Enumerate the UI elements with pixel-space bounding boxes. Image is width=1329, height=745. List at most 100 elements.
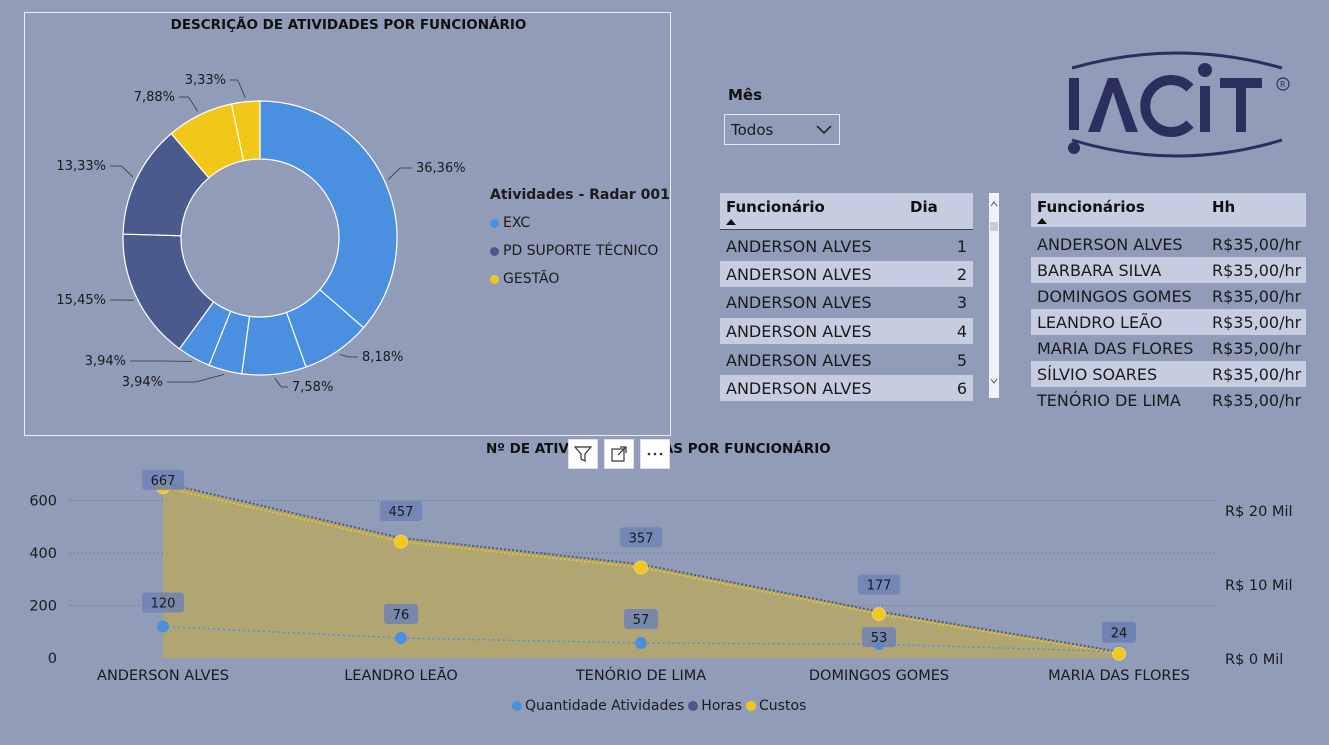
table-row[interactable]: ANDERSON ALVES R$35,00/hr: [1031, 231, 1306, 257]
cell-day: 5: [956, 350, 967, 370]
donut-chart-panel[interactable]: DESCRIÇÃO DE ATIVIDADES POR FUNCIONÁRIO …: [24, 12, 671, 436]
scrollbar-arrows: [990, 201, 998, 384]
custos-point[interactable]: [1112, 646, 1126, 661]
table-row[interactable]: ANDERSON ALVES 3: [720, 289, 973, 315]
table-row[interactable]: ANDERSON ALVES 2: [720, 261, 973, 287]
table-funcionarios-hh[interactable]: Funcionários Hh ANDERSON ALVES R$35,00/h…: [1031, 193, 1306, 413]
x-tick-label: MARIA DAS FLORES: [1048, 668, 1190, 684]
line-chart-title: Nº DE ATIV AS POR FUNCIONÁRIO: [486, 441, 831, 457]
x-tick-label: LEANDRO LEÃO: [344, 667, 458, 684]
y2-tick-label: R$ 20 Mil: [1225, 504, 1293, 520]
legend-dot-quantidade: [512, 701, 522, 711]
table-scrollbar[interactable]: [989, 193, 999, 398]
month-dropdown[interactable]: Todos: [724, 114, 840, 145]
horas-data-label: 357: [629, 531, 654, 546]
legend-dot-gestao: [490, 274, 499, 284]
focus-mode-button[interactable]: [604, 439, 634, 469]
legend-label: Custos: [759, 698, 807, 714]
cell-name: ANDERSON ALVES: [726, 350, 872, 370]
legend-label: Quantidade Atividades: [525, 698, 685, 714]
cell-rate: R$35,00/hr: [1212, 312, 1302, 332]
horas-data-label-bg: [142, 469, 184, 490]
column-header-dia[interactable]: Dia: [910, 198, 938, 216]
legend-dot-pd: [490, 246, 499, 256]
legend-item-quantidade[interactable]: Quantidade Atividades: [512, 698, 684, 714]
legend-item-gestao[interactable]: GESTÃO: [490, 265, 670, 293]
cell-rate: R$35,00/hr: [1212, 338, 1302, 358]
cell-rate: R$35,00/hr: [1212, 234, 1302, 254]
donut-chart: 36,36% 8,18% 7,58% 3,94% 3,94% 15,45% 13,33% 7,…: [56, 73, 465, 395]
y-tick-label: 0: [48, 651, 57, 667]
legend-item-pd-suporte[interactable]: PD SUPORTE TÉCNICO: [490, 237, 670, 265]
horas-data-label-bg: [380, 501, 422, 522]
leader-line: [230, 79, 246, 98]
line-chart-title-start: Nº DE ATIV: [486, 441, 569, 457]
leader-line: [110, 165, 134, 178]
expand-icon: [611, 446, 627, 462]
table-row[interactable]: ANDERSON ALVES 1: [720, 233, 973, 259]
filter-button[interactable]: [568, 439, 598, 469]
quantidade-data-label-bg: [142, 592, 184, 613]
slice-data-label: 7,58%: [292, 380, 333, 395]
quantidade-data-label-bg: [384, 604, 418, 625]
horas-data-label: 667: [151, 474, 176, 489]
cell-name: SÍLVIO SOARES: [1037, 364, 1158, 384]
quantidade-data-label: 53: [871, 631, 888, 646]
cell-rate: R$35,00/hr: [1212, 260, 1302, 280]
cell-rate: R$35,00/hr: [1212, 390, 1302, 410]
cell-day: 2: [956, 264, 967, 284]
column-header-funcionario[interactable]: Funcionário: [726, 198, 825, 216]
month-dropdown-value: Todos: [731, 121, 774, 139]
slice-data-label: 3,94%: [85, 354, 126, 369]
y-tick-label: 200: [29, 599, 57, 615]
legend-item-horas[interactable]: Horas: [688, 698, 742, 714]
cell-name: MARIA DAS FLORES: [1037, 338, 1194, 358]
legend-dot-exc: [490, 218, 499, 228]
donut-slice[interactable]: [230, 100, 261, 162]
custos-point[interactable]: [634, 560, 648, 575]
legend-label: Horas: [701, 698, 743, 714]
line-chart-legend: Quantidade Atividades Horas Custos: [512, 698, 810, 714]
table-row[interactable]: ANDERSON ALVES 5: [720, 347, 973, 373]
column-header-hh[interactable]: Hh: [1212, 198, 1236, 216]
custos-point[interactable]: [394, 534, 408, 549]
legend-item-exc[interactable]: EXC: [490, 209, 670, 237]
more-options-button[interactable]: [640, 439, 670, 469]
y2-tick-label: R$ 0 Mil: [1225, 652, 1283, 668]
quantidade-data-label: 57: [633, 613, 650, 628]
quantidade-point[interactable]: [395, 632, 407, 645]
y-tick-label: 600: [29, 494, 57, 510]
table-row[interactable]: TENÓRIO DE LIMA R$35,00/hr: [1031, 387, 1306, 413]
month-slicer-label: Mês: [728, 86, 763, 104]
table-funcionario-dia[interactable]: Funcionário Dia ANDERSON ALVES 1 ANDERSO…: [720, 193, 973, 403]
table-header: Funcionário Dia: [720, 193, 973, 230]
cell-day: 1: [956, 236, 967, 256]
x-tick-label: ANDERSON ALVES: [97, 668, 229, 684]
chevron-down-icon: [816, 125, 832, 135]
legend-item-custos[interactable]: Custos: [746, 698, 806, 714]
horas-data-label: 457: [389, 505, 414, 520]
legend-dot-custos: [746, 701, 757, 711]
table-row[interactable]: DOMINGOS GOMES R$35,00/hr: [1031, 283, 1306, 309]
quantidade-point[interactable]: [635, 637, 647, 650]
table-row[interactable]: SÍLVIO SOARES R$35,00/hr: [1031, 361, 1306, 387]
quantidade-point[interactable]: [157, 620, 169, 633]
table-row[interactable]: MARIA DAS FLORES R$35,00/hr: [1031, 335, 1306, 361]
quantidade-line: [162, 625, 1120, 653]
table-row[interactable]: LEANDRO LEÃO R$35,00/hr: [1031, 309, 1306, 335]
cell-day: 3: [956, 292, 967, 312]
legend-label: PD SUPORTE TÉCNICO: [503, 243, 659, 259]
table-row[interactable]: BARBARA SILVA R$35,00/hr: [1031, 257, 1306, 283]
quantidade-data-label-bg: [1102, 622, 1136, 643]
leader-line: [167, 373, 225, 383]
cell-name: ANDERSON ALVES: [726, 264, 872, 284]
table-row[interactable]: ANDERSON ALVES 4: [720, 318, 973, 344]
custos-point[interactable]: [872, 607, 886, 622]
table-row[interactable]: ANDERSON ALVES 6: [720, 375, 973, 401]
donut-legend: Atividades - Radar 001 EXC PD SUPORTE TÉ…: [490, 187, 670, 293]
column-header-funcionarios[interactable]: Funcionários: [1037, 198, 1145, 216]
x-tick-label: DOMINGOS GOMES: [809, 668, 949, 684]
cell-rate: R$35,00/hr: [1212, 286, 1302, 306]
more-options-icon: [647, 452, 663, 456]
donut-slice[interactable]: [259, 100, 398, 329]
